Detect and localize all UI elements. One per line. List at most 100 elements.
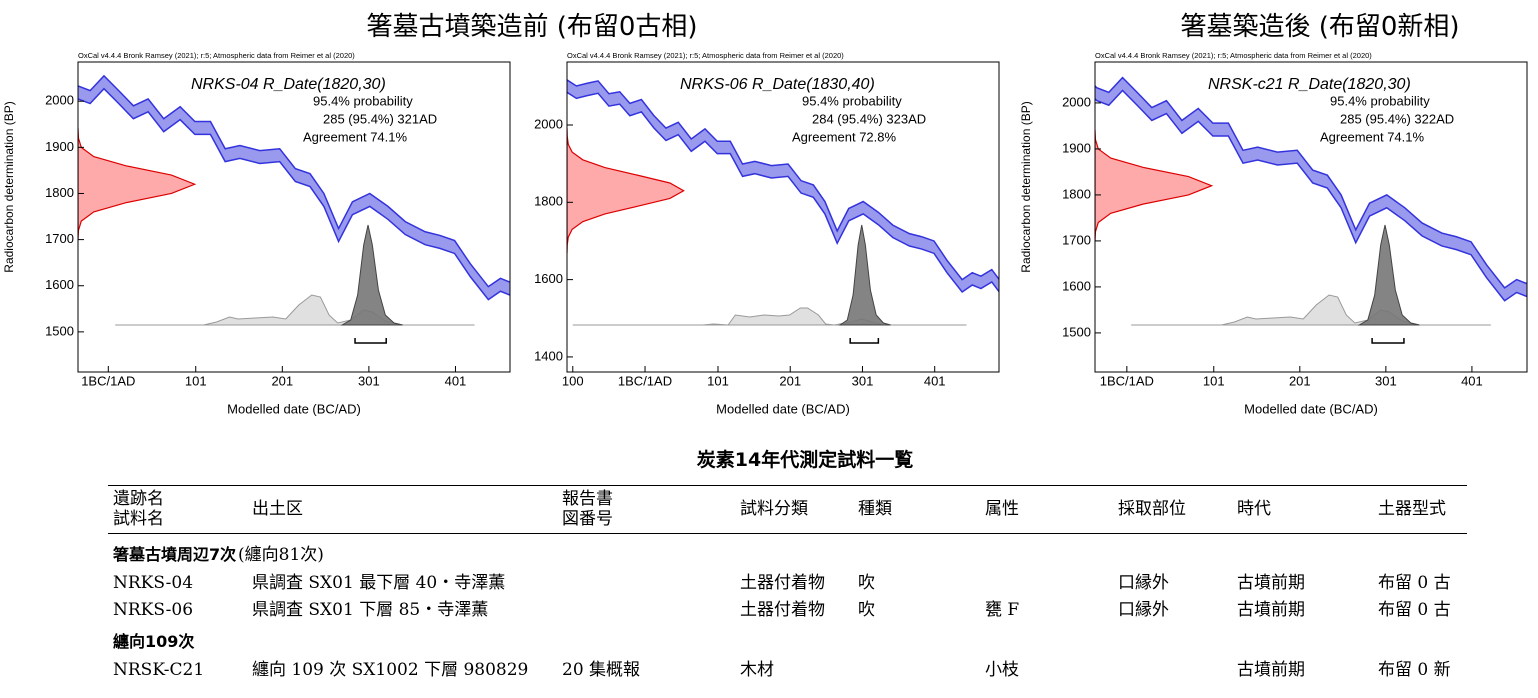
x-tick-label: 401 — [1461, 373, 1483, 388]
table-cell: 古墳前期 — [1237, 600, 1305, 620]
table-cell: 纏向 109 次 SX1002 下層 980829 — [252, 660, 529, 680]
x-tick-label: 101 — [707, 373, 729, 388]
x-tick-label: 100 — [562, 373, 584, 388]
calibration-band — [78, 74, 510, 301]
table-cell: 吹 — [858, 573, 875, 593]
y-tick-label: 1700 — [45, 231, 74, 246]
likelihood-distribution — [572, 307, 967, 326]
radiocarbon-distribution — [1095, 129, 1214, 242]
note: 284 (95.4%) 323AD — [812, 111, 926, 126]
y-tick-label: 1900 — [45, 139, 74, 154]
x-tick-label: 101 — [1203, 373, 1225, 388]
table-cell: 土器付着物 — [740, 600, 825, 620]
column-header: 図番号 — [562, 509, 613, 529]
plot-frame — [566, 61, 1000, 373]
table: 炭素14年代測定試料一覧 遺跡名 試料名 出土区 報告書 図番号 試料分類 種類 属性 採取部位 時… — [0, 440, 1538, 698]
chart-title: NRKS-06 R_Date(1830,40) — [680, 76, 875, 93]
table-cell: 甕 F — [985, 600, 1020, 620]
x-tick-label: 301 — [1375, 373, 1397, 388]
x-tick-label: 1BC/1AD — [81, 373, 135, 388]
x-tick-label: 301 — [358, 373, 380, 388]
y-tick-label: 1600 — [534, 271, 563, 286]
x-tick-label: 301 — [852, 373, 874, 388]
column-header: 属性 — [985, 499, 1019, 519]
group-label: 纏向109次 — [113, 632, 195, 651]
table-cell: 県調査 SX01 最下層 40・寺澤薫 — [252, 573, 506, 593]
y-axis-label: Radiocarbon determination (BP) — [1019, 101, 1033, 272]
table-cell: 口縁外 — [1118, 600, 1169, 620]
y-tick-label: 1600 — [1062, 278, 1091, 293]
x-tick-label: 401 — [445, 373, 467, 388]
range-bracket — [354, 338, 387, 344]
calibration-band — [1095, 76, 1527, 302]
charts: OxCal v4.4.4 Bronk Ramsey (2021); r:5; A… — [2, 51, 1528, 416]
plot — [567, 79, 999, 344]
table-cell: 20 集概報 — [562, 660, 641, 680]
x-tick-label: 1BC/1AD — [618, 373, 672, 388]
x-tick-label: 401 — [924, 373, 946, 388]
y-tick-label: 1700 — [1062, 232, 1091, 247]
table-cell: 土器付着物 — [740, 573, 825, 593]
table-cell: NRKS-04 — [113, 573, 194, 593]
posterior-distribution — [1357, 224, 1420, 326]
column-header: 土器型式 — [1378, 499, 1446, 519]
x-tick-label: 201 — [271, 373, 293, 388]
table-cell: 古墳前期 — [1237, 660, 1305, 680]
range-bracket — [849, 338, 880, 344]
heading: 箸墓古墳築造前 (布留0古相) — [366, 12, 698, 42]
plot-frame — [77, 61, 511, 373]
y-tick-label: 1900 — [1062, 140, 1091, 155]
chart-title: NRSK-c21 R_Date(1820,30) — [1208, 76, 1411, 93]
note: 95.4% probability — [802, 93, 902, 108]
range-bracket — [1371, 338, 1405, 344]
plot-frame — [1094, 61, 1528, 373]
table-cell: 口縁外 — [1118, 573, 1169, 593]
note: Agreement 74.1% — [303, 129, 408, 144]
table-cell: 県調査 SX01 下層 85・寺澤薫 — [252, 600, 489, 620]
note: 285 (95.4%) 322AD — [1340, 111, 1454, 126]
y-tick-label: 1800 — [534, 194, 563, 209]
y-axis-label: Radiocarbon determination (BP) — [2, 101, 16, 272]
note: 95.4% probability — [313, 93, 413, 108]
posterior-distribution — [340, 224, 403, 326]
column-header: 報告書 — [562, 489, 613, 509]
column-header: 試料名 — [113, 509, 164, 529]
y-tick-label: 2000 — [45, 93, 74, 108]
table-cell: 小枝 — [985, 660, 1019, 680]
table-cell: 布留 0 新 — [1378, 660, 1451, 680]
y-tick-label: 1800 — [45, 185, 74, 200]
x-tick-label: 1BC/1AD — [1100, 373, 1154, 388]
credit: OxCal v4.4.4 Bronk Ramsey (2021); r:5; A… — [567, 51, 844, 60]
chart-title: NRKS-04 R_Date(1820,30) — [191, 76, 386, 93]
note: Agreement 72.8% — [792, 129, 897, 144]
column-header: 種類 — [858, 499, 892, 519]
y-tick-label: 2000 — [1062, 94, 1091, 109]
note: 285 (95.4%) 321AD — [323, 111, 437, 126]
y-tick-label: 1400 — [534, 348, 563, 363]
radiocarbon-distribution — [567, 128, 685, 254]
x-tick-label: 201 — [779, 373, 801, 388]
table-cell: 布留 0 古 — [1378, 600, 1451, 620]
radiocarbon-distribution — [78, 128, 197, 241]
y-tick-label: 2000 — [534, 116, 563, 131]
y-tick-label: 1500 — [45, 323, 74, 338]
note: 95.4% probability — [1330, 93, 1430, 108]
table-cell: 木材 — [740, 660, 774, 680]
x-tick-label: 101 — [185, 373, 207, 388]
likelihood-distribution — [1131, 294, 1491, 326]
y-tick-label: 1800 — [1062, 186, 1091, 201]
column-header: 採取部位 — [1118, 499, 1186, 519]
column-header: 時代 — [1237, 499, 1271, 519]
note: Agreement 74.1% — [1320, 129, 1425, 144]
rule — [108, 533, 1467, 534]
plot — [78, 74, 510, 344]
x-axis-label: Modelled date (BC/AD) — [716, 401, 850, 416]
x-tick-label: 201 — [1289, 373, 1311, 388]
column-header: 遺跡名 — [113, 489, 164, 509]
y-tick-label: 1600 — [45, 277, 74, 292]
column-header: 試料分類 — [740, 499, 808, 519]
group-note: (纏向81次) — [238, 545, 324, 565]
table-title: 炭素14年代測定試料一覧 — [696, 449, 914, 471]
credit: OxCal v4.4.4 Bronk Ramsey (2021); r:5; A… — [1095, 51, 1372, 60]
